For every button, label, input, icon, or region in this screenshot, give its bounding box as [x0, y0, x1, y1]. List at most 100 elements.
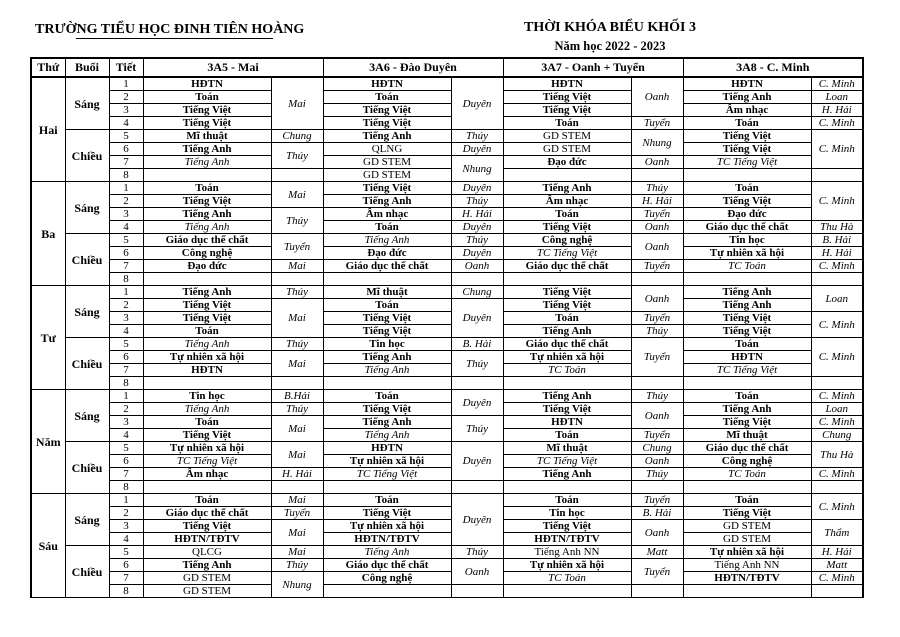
subject-cell: HĐTN [142, 76, 272, 91]
teacher-cell: C. Minh [810, 493, 864, 520]
teacher-cell: H. Hải [810, 246, 864, 260]
teacher-cell: Tuyển [630, 558, 684, 585]
subject-cell: TC Tiếng Việt [502, 454, 632, 468]
subject-cell: Tiếng Anh [322, 428, 452, 442]
subject-cell: Tiếng Anh [142, 402, 272, 416]
teacher-cell [450, 272, 504, 286]
timetable-row: 6 Tự nhiên xã hội Mai Tiếng Anh Thúy Tự nhiên… [31, 350, 863, 377]
session-cell: Sáng [64, 389, 110, 442]
subject-cell: Tiếng Việt [502, 519, 632, 533]
timetable-row: 4 Toán Tiếng Việt Tiếng Anh Thúy Tiếng Việt [31, 324, 863, 338]
teacher-cell: Mai [270, 415, 324, 442]
subject-cell: Tự nhiên xã hội [502, 350, 632, 364]
timetable-row: 6 Công nghệ Đạo đức Duyên TC Tiếng Việt Tự nh… [31, 246, 864, 260]
teacher-cell: H. Hải [270, 467, 324, 481]
subject-cell: Toán [682, 337, 812, 351]
teacher-cell: Duyên [450, 298, 504, 338]
session-cell: Chiều [64, 441, 110, 494]
teacher-cell: Thúy [450, 350, 504, 377]
subject-cell: Giáo dục thể chất [682, 441, 812, 455]
subject-cell: Tiếng Anh [142, 220, 272, 234]
school-year: Năm học 2022 - 2023 [554, 39, 666, 53]
subject-cell: Giáo dục thể chất [322, 558, 452, 572]
subject-cell: Tiếng Việt [322, 116, 452, 130]
timetable-row: 4 Tiếng Việt Tiếng Anh Toán Tuyển Mĩ thuật Chu… [31, 428, 864, 442]
teacher-cell [450, 480, 504, 494]
teacher-cell: Oanh [450, 558, 504, 585]
subject-cell [322, 584, 452, 598]
subject-cell: Tiếng Việt [322, 103, 452, 117]
subject-cell: Toán [502, 428, 632, 442]
period-cell: 2 [108, 402, 144, 416]
teacher-cell: Oanh [630, 233, 684, 260]
period-cell: 6 [108, 350, 144, 364]
subject-cell: Tiếng Anh [682, 90, 812, 104]
subject-cell: Tiếng Anh [322, 350, 452, 364]
teacher-cell [810, 168, 864, 182]
timetable-row: Chiều 5 Tự nhiên xã hội Mai HĐTN Duyên Mĩ thuậ… [31, 441, 864, 494]
teacher-cell [450, 584, 504, 598]
subject-cell: Tiếng Việt [322, 311, 452, 325]
subject-cell: Toán [322, 389, 452, 403]
period-cell: 3 [108, 103, 144, 117]
subject-cell: Tiếng Anh [322, 194, 452, 208]
subject-cell: Tiếng Việt [682, 194, 812, 208]
teacher-cell: B. Hải [630, 506, 684, 520]
period-cell: 3 [108, 207, 144, 221]
subject-cell: Toán [142, 181, 272, 195]
period-cell: 5 [108, 441, 144, 455]
subject-cell: Giáo dục thể chất [502, 259, 632, 273]
subject-cell: Mĩ thuật [682, 428, 812, 442]
timetable-row: 3 Tiếng Việt Mai Tự nhiên xã hội Tiếng Việt O… [31, 519, 864, 546]
teacher-cell: Duyên [450, 493, 504, 546]
teacher-cell: Mai [270, 350, 324, 377]
subject-cell: Mĩ thuật [322, 285, 452, 299]
subject-cell: Toán [322, 493, 452, 507]
period-cell: 5 [108, 545, 144, 559]
timetable-row: 2 Toán Toán Tiếng Việt Tiếng Anh Loan [31, 90, 864, 104]
subject-cell: Tiếng Việt [682, 506, 812, 520]
period-cell: 3 [108, 311, 144, 325]
subject-cell: QLNG [322, 142, 452, 156]
subject-cell: Tiếng Việt [322, 402, 452, 416]
teacher-cell: Duyên [450, 142, 504, 156]
teacher-cell: Mai [270, 298, 324, 338]
teacher-cell: C. Minh [810, 76, 864, 91]
teacher-cell: Thẩm [810, 519, 864, 546]
teacher-cell: Thúy [450, 129, 504, 143]
period-cell: 8 [108, 584, 144, 598]
subject-cell: Tiếng Anh [502, 324, 632, 338]
subject-cell: TC Tiếng Việt [682, 363, 812, 377]
period-cell: 8 [108, 376, 144, 390]
subject-cell: Toán [502, 493, 632, 507]
period-cell: 7 [108, 155, 144, 169]
session-cell: Sáng [64, 181, 110, 234]
header-row: Thứ Buổi Tiết 3A5 - Mai 3A6 - Đào Duyên … [30, 57, 864, 78]
subject-cell: Tiếng Việt [502, 220, 632, 234]
teacher-cell: Matt [630, 545, 684, 559]
teacher-cell: Oanh [630, 519, 684, 546]
teacher-cell: Matt [810, 558, 864, 572]
timetable-row: Năm Sáng 1 Tin học B.Hải Toán Duyên Tiếng Anh Th… [30, 389, 864, 494]
teacher-cell [270, 376, 324, 390]
subject-cell: Tiếng Việt [322, 181, 452, 195]
subject-cell: GD STEM [682, 519, 812, 533]
period-cell: 5 [108, 337, 144, 351]
period-cell: 7 [108, 259, 144, 273]
subject-cell: HĐTN [142, 363, 272, 377]
timetable-body: Hai Sáng 1 HĐTN Mai HĐTN Duyên HĐTN Oanh HĐTN C. M… [30, 76, 864, 598]
subject-cell: Công nghệ [142, 246, 272, 260]
timetable: Thứ Buổi Tiết 3A5 - Mai 3A6 - Đào Duyên … [30, 57, 864, 598]
teacher-cell: Loan [810, 90, 864, 104]
timetable-row: 6 TC Tiếng Việt Tự nhiên xã hội TC Tiếng Vi… [31, 454, 863, 468]
timetable-row: 3 Tiếng Việt Tiếng Việt Toán Tuyển Tiếng Việt… [31, 311, 864, 338]
subject-cell: Đạo đức [142, 259, 272, 273]
session-cell: Sáng [64, 285, 110, 338]
teacher-cell [270, 168, 324, 182]
teacher-cell: C. Minh [810, 181, 864, 221]
subject-cell: Đạo đức [682, 207, 812, 221]
subject-cell: Tin học [502, 506, 632, 520]
subject-cell: Tiếng Anh [142, 558, 272, 572]
subject-cell: TC Toán [502, 363, 632, 377]
